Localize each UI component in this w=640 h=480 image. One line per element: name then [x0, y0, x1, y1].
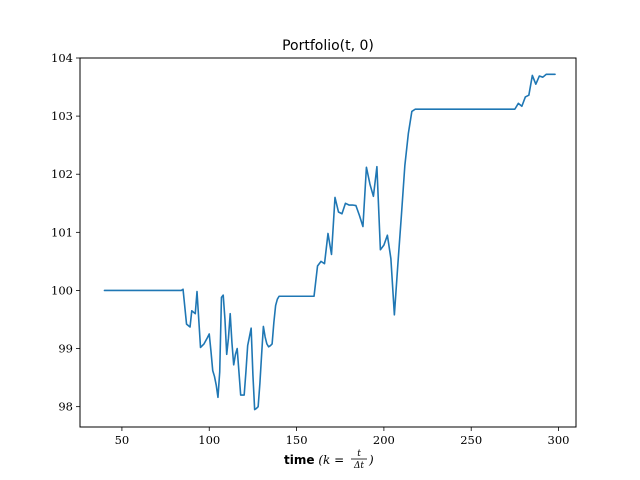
svg-text:time (k =: time (k = [284, 453, 344, 467]
y-tick-label: 102 [51, 167, 73, 181]
x-tick-label: 250 [460, 433, 482, 447]
y-tick-label: 98 [58, 400, 73, 414]
x-tick-label: 150 [286, 433, 308, 447]
x-axis-label-frac-num: t [357, 449, 361, 459]
y-tick-label: 101 [51, 225, 73, 239]
y-tick-label: 100 [51, 283, 73, 297]
x-tick-label: 300 [548, 433, 570, 447]
axes-frame [79, 57, 577, 428]
series-line [103, 73, 556, 411]
y-tick-label: 103 [51, 109, 73, 123]
axis-ticks: 50 100 150 200 250 300 98 99 100 101 102 103 104 [51, 51, 569, 447]
x-axis-label: time (k = t Δt ) [284, 449, 374, 471]
x-axis-label-bold: time [284, 453, 315, 467]
chart-title: Portfolio(t, 0) [282, 38, 374, 54]
plot-area [103, 73, 556, 411]
y-tick-label: 99 [58, 342, 73, 356]
x-axis-label-prefix: (k = [318, 453, 344, 467]
x-axis-label-frac-den: Δt [353, 461, 364, 471]
x-tick-label: 100 [198, 433, 220, 447]
x-tick-label: 200 [373, 433, 395, 447]
y-tick-label: 104 [51, 51, 73, 65]
x-tick-label: 50 [115, 433, 130, 447]
x-axis-label-suffix: ) [368, 453, 374, 467]
